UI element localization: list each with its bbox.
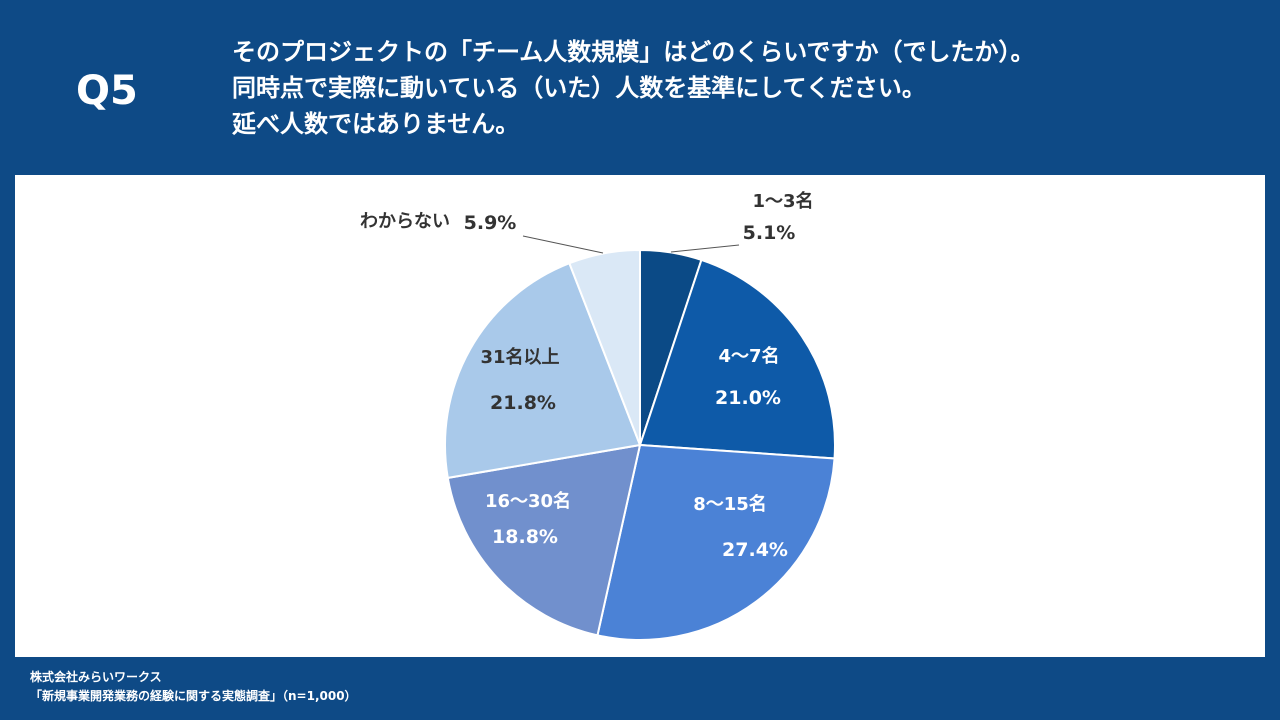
leader-line-0 bbox=[670, 244, 740, 253]
slice-value-2: 27.4% bbox=[722, 539, 788, 561]
pie-slice-1 bbox=[638, 258, 836, 460]
slice-label-1: 4～7名 bbox=[718, 345, 779, 367]
pie-slice-4 bbox=[444, 261, 642, 480]
footer-survey: 「新規事業開発業務の経験に関する実態調査」（n=1,000） bbox=[30, 689, 357, 703]
leader-line-5 bbox=[522, 235, 604, 254]
footer: 株式会社みらいワークス 「新規事業開発業務の経験に関する実態調査」（n=1,00… bbox=[30, 668, 357, 706]
question-text: そのプロジェクトの「チーム人数規模」はどのくらいですか（でしたか）。 同時点で実… bbox=[232, 34, 1035, 142]
slice-label-3: 16～30名 bbox=[485, 490, 571, 512]
slice-label-0: 1～3名 bbox=[752, 190, 813, 212]
pie-slice-5 bbox=[568, 248, 641, 446]
slice-label-5: わからない bbox=[360, 211, 450, 232]
slice-label-4: 31名以上 bbox=[480, 346, 559, 368]
slice-value-3: 18.8% bbox=[492, 526, 558, 548]
question-line-2: 同時点で実際に動いている（いた）人数を基準にしてください。 bbox=[232, 74, 926, 102]
pie-chart: 1～3名 5.1% 4～7名 21.0% 8～15名 27.4% 16～30名 18.8% 31… bbox=[360, 190, 836, 641]
question-number: Q5 bbox=[76, 68, 138, 114]
slice-value-0: 5.1% bbox=[743, 222, 796, 244]
slice-value-4: 21.8% bbox=[490, 392, 556, 414]
slice-value-5: 5.9% bbox=[464, 212, 517, 234]
slice-label-2: 8～15名 bbox=[693, 493, 767, 515]
pie-slice-3 bbox=[446, 443, 642, 637]
pie-slice-2 bbox=[596, 443, 836, 641]
footer-company: 株式会社みらいワークス bbox=[30, 670, 162, 684]
question-line-1: そのプロジェクトの「チーム人数規模」はどのくらいですか（でしたか）。 bbox=[232, 38, 1035, 66]
question-line-3: 延べ人数ではありません。 bbox=[232, 110, 520, 138]
chart-panel: 1～3名 5.1% 4～7名 21.0% 8～15名 27.4% 16～30名 18.8% 31… bbox=[15, 175, 1265, 657]
slice-value-1: 21.0% bbox=[715, 387, 781, 409]
